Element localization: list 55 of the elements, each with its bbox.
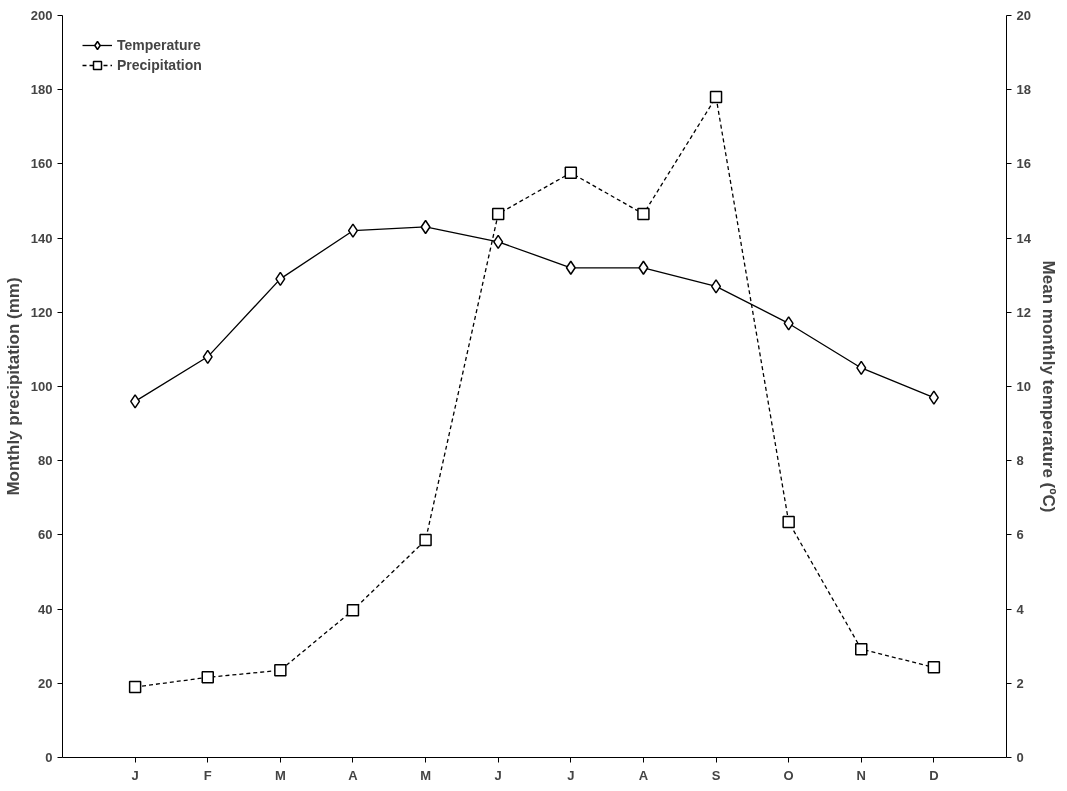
x-tick-label: M (274, 767, 286, 783)
point (710, 279, 722, 294)
legend-label: Temperature (117, 37, 201, 53)
y2-tick-label: 2 (1016, 675, 1024, 691)
point (130, 394, 141, 409)
x-tick-label: D (929, 767, 939, 783)
y2-tick-label: 12 (1016, 304, 1031, 320)
y-tick-label: 180 (30, 82, 53, 98)
point (128, 680, 142, 694)
x-tick-label: J (567, 767, 575, 783)
y-tick-label: 140 (30, 230, 53, 246)
x-tick-label: N (856, 767, 866, 783)
point (491, 207, 505, 221)
point (274, 664, 287, 677)
x-tick-label: A (638, 767, 649, 783)
y2-tick-label: 4 (1016, 601, 1025, 617)
y2-tick-label: 16 (1016, 156, 1031, 172)
x-tick-label: J (131, 767, 139, 783)
x-tick-label: S (711, 767, 721, 783)
point (928, 390, 939, 405)
y-tick-label: 80 (38, 453, 53, 469)
point (346, 603, 360, 617)
y-tick-label: 40 (38, 601, 53, 617)
y-tick-label: 100 (30, 379, 53, 394)
y2-tick-label: 18 (1016, 82, 1031, 98)
y-tick-label: 200 (30, 8, 53, 23)
x-tick-label: O (783, 767, 794, 783)
point (419, 533, 432, 547)
y2-tick-label: 6 (1016, 527, 1024, 543)
y-axis-title: Monthly precipitation (mm) (3, 277, 23, 496)
y2-tick-label: 8 (1016, 453, 1024, 469)
legend-label: Precipitation (117, 57, 202, 73)
y2-axis-title: Mean monthly temperature (ºC) (1038, 260, 1058, 513)
point (783, 316, 794, 331)
y2-tick-label: 20 (1016, 8, 1031, 23)
y2-tick-label: 10 (1016, 379, 1031, 394)
y2-tick-label: 14 (1016, 230, 1032, 246)
point (201, 671, 214, 684)
y-tick-label: 120 (30, 304, 53, 320)
point (927, 661, 941, 674)
y-tick-label: 20 (38, 675, 53, 691)
point (782, 515, 795, 529)
y-tick-label: 0 (45, 750, 53, 765)
y2-tick-label: 0 (1016, 750, 1024, 765)
x-tick-label: J (494, 767, 502, 783)
point (709, 90, 723, 104)
point (564, 166, 578, 180)
point (347, 223, 359, 238)
y-tick-label: 160 (30, 156, 53, 172)
point (855, 642, 868, 656)
y-tick-label: 60 (38, 527, 53, 543)
x-tick-label: F (203, 767, 212, 783)
point (637, 207, 650, 221)
x-tick-label: M (420, 767, 432, 783)
x-tick-label: A (348, 767, 359, 783)
